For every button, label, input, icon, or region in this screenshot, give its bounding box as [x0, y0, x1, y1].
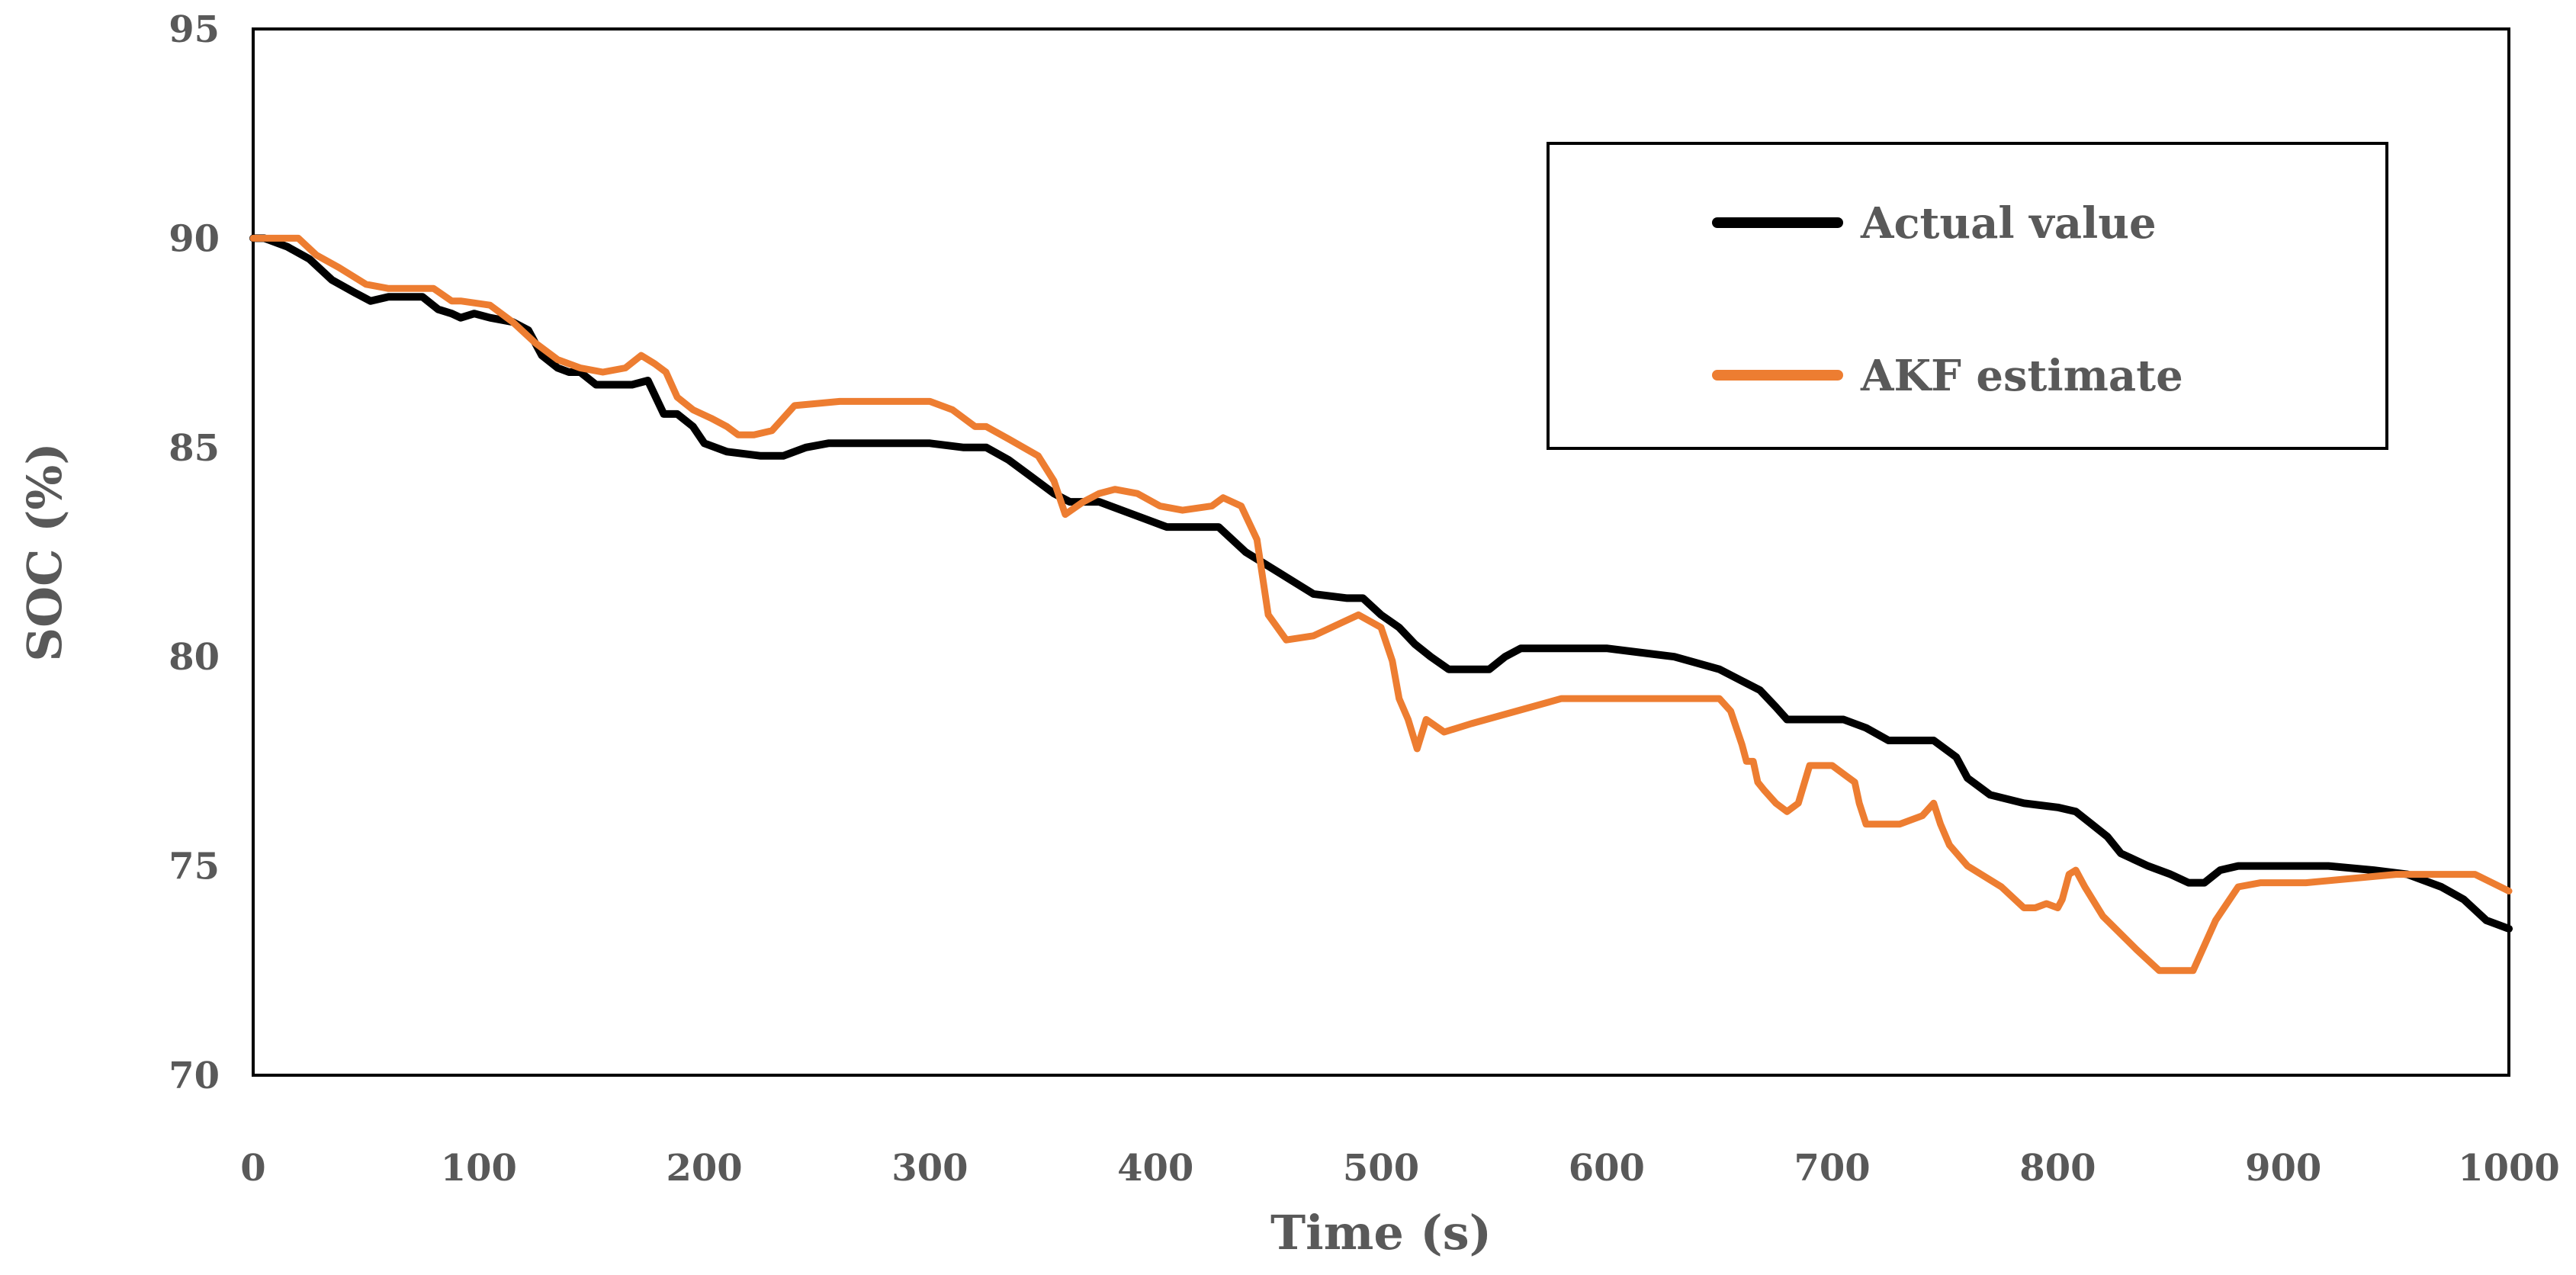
y-tick-labels: 70 75 80 85 90 95 [169, 8, 220, 1097]
x-axis-title: Time (s) [1270, 1205, 1492, 1261]
plot-frame [252, 27, 2510, 1077]
y-tick-label: 90 [169, 217, 220, 260]
series-line-akf-estimate [249, 234, 2513, 975]
x-tick-label: 100 [441, 1147, 517, 1190]
legend-label-akf-estimate: AKF estimate [1860, 351, 2183, 401]
legend-box [1547, 142, 2388, 450]
series-layer [249, 234, 2513, 975]
x-tick-label: 400 [1117, 1147, 1193, 1190]
legend: Actual value AKF estimate [1547, 142, 2388, 450]
x-tick-label: 600 [1569, 1147, 1645, 1190]
x-tick-label: 700 [1794, 1147, 1870, 1190]
x-tick-label: 1000 [2458, 1147, 2560, 1190]
x-tick-label: 800 [2019, 1147, 2096, 1190]
y-tick-label: 70 [169, 1055, 220, 1097]
x-tick-label: 200 [666, 1147, 742, 1190]
x-tick-label: 500 [1343, 1147, 1419, 1190]
x-tick-label: 0 [240, 1147, 265, 1190]
legend-label-actual-value: Actual value [1860, 198, 2157, 249]
y-tick-label: 95 [169, 8, 220, 51]
x-tick-label: 900 [2245, 1147, 2321, 1190]
y-tick-label: 80 [169, 636, 220, 679]
x-tick-label: 300 [891, 1147, 968, 1190]
x-tick-labels: 0 100 200 300 400 500 600 700 800 900 1000 [240, 1147, 2560, 1190]
y-tick-label: 85 [169, 427, 220, 470]
y-axis-title: SOC (%) [17, 442, 72, 661]
y-tick-label: 75 [169, 846, 220, 888]
